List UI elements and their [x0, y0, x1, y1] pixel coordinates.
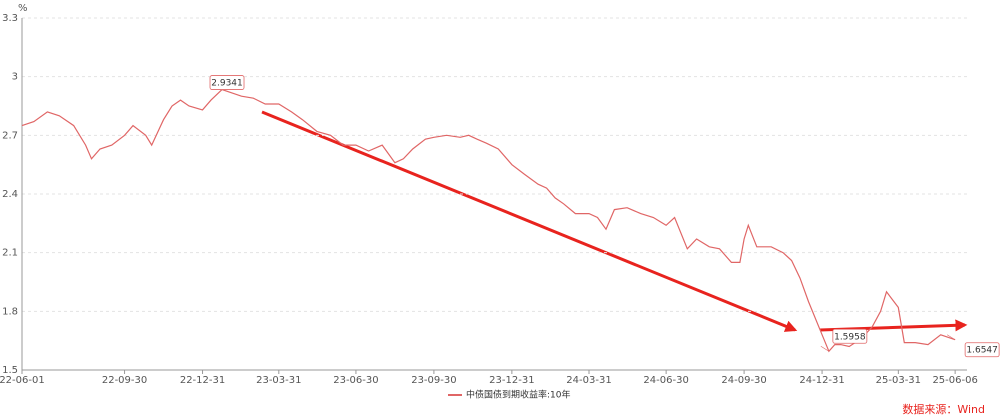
x-tick-label: 23-09-30 — [411, 375, 456, 386]
x-tick-label: 23-12-31 — [489, 375, 534, 386]
annotation-leader — [946, 334, 956, 341]
y-tick-label: 2.1 — [2, 248, 18, 259]
annotation-box — [832, 328, 868, 344]
y-tick-label: 2.7 — [2, 130, 18, 141]
annotation: 1.5958 — [820, 328, 868, 352]
y-unit: % — [18, 3, 28, 14]
x-tick-label: 22-06-01 — [0, 375, 45, 386]
y-tick-label: 3.3 — [2, 13, 18, 24]
annotation-box — [964, 342, 1000, 358]
x-tick-label: 24-06-30 — [643, 375, 688, 386]
trend-arrow — [261, 110, 798, 332]
annotation-label: 2.9341 — [211, 79, 243, 89]
x-tick-label: 22-12-31 — [180, 375, 225, 386]
x-tick-label: 24-03-31 — [566, 375, 611, 386]
annotation: 1.6547 — [946, 334, 1000, 358]
x-tick-label: 25-03-31 — [876, 375, 921, 386]
annotation-label: 1.6547 — [966, 346, 998, 356]
annotation-leader — [820, 346, 830, 352]
x-tick-label: 23-03-31 — [256, 375, 301, 386]
x-tick-label: 24-09-30 — [721, 375, 766, 386]
x-tick-label: 25-06-06 — [932, 375, 977, 386]
y-tick-label: 1.8 — [2, 306, 18, 317]
source: 数据来源：Wind — [902, 402, 985, 416]
y-tick-label: 1.5 — [2, 365, 18, 376]
y-tick-label: 2.4 — [2, 189, 18, 200]
legend-label: 中债国债到期收益率:10年 — [466, 389, 571, 401]
annotation: 2.9341 — [209, 75, 245, 90]
annotation-label: 1.5958 — [834, 332, 866, 342]
annotation-box — [209, 75, 245, 90]
x-tick-label: 24-12-31 — [799, 375, 844, 386]
x-tick-label: 23-06-30 — [333, 375, 378, 386]
series-line — [21, 88, 956, 353]
y-tick-label: 3 — [12, 72, 18, 83]
x-tick-label: 22-09-30 — [102, 375, 147, 386]
